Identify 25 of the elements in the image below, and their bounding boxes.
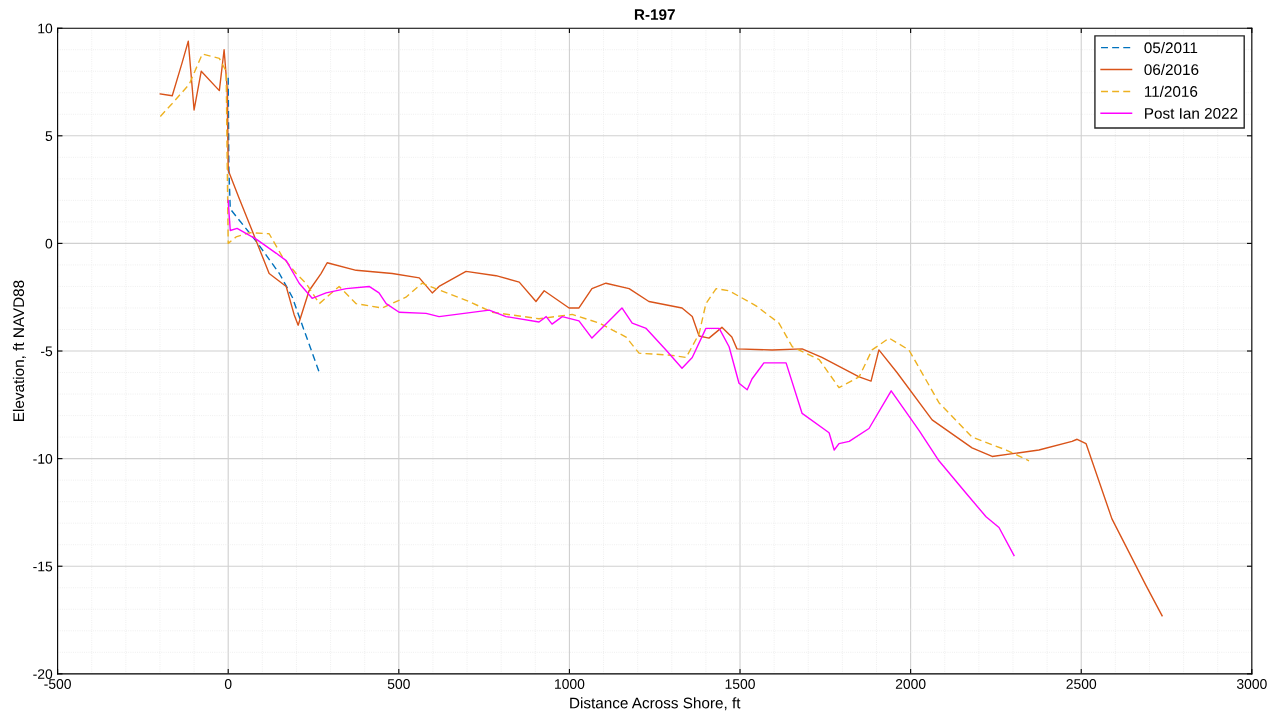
- legend-label: 06/2016: [1144, 63, 1199, 76]
- y-axis-title: Elevation, ft NAVD88: [12, 280, 26, 421]
- x-axis-title: Distance Across Shore, ft: [570, 697, 741, 711]
- y-tick-label: 5: [45, 131, 53, 141]
- y-tick-label: -10: [33, 453, 53, 464]
- y-tick-label: -20: [33, 669, 53, 680]
- x-tick-label: 0: [224, 679, 232, 689]
- x-tick-label: 3000: [1236, 679, 1267, 689]
- x-tick-label: 2000: [895, 679, 926, 689]
- x-tick-label: -500: [44, 679, 71, 689]
- y-tick-label: 0: [45, 238, 53, 249]
- line-series: [159, 53, 1030, 462]
- legend-label: 11/2016: [1144, 85, 1198, 97]
- line-series: [227, 199, 1015, 557]
- y-tick-label: -15: [33, 561, 53, 572]
- line-series: [227, 77, 321, 374]
- x-tick-label: 2500: [1066, 679, 1097, 689]
- x-tick-label: 500: [387, 679, 410, 689]
- legend-label: Post Ian 2022: [1145, 107, 1238, 119]
- y-tick-label: 10: [38, 23, 53, 34]
- x-tick-label: 1000: [555, 679, 585, 689]
- y-tick-label: -5: [41, 346, 53, 357]
- legend-label: 05/2011: [1144, 41, 1198, 54]
- chart-title: R-197: [634, 9, 675, 21]
- x-tick-label: 1500: [725, 679, 755, 689]
